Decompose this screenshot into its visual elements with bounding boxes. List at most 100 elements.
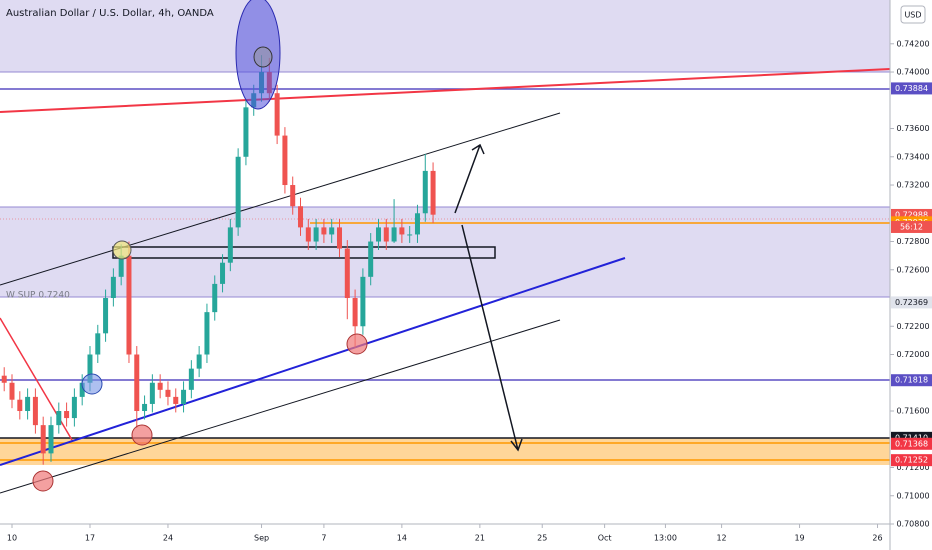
y-tick-label: 0.72800 xyxy=(896,237,929,246)
price-tag xyxy=(891,296,932,309)
candle-body xyxy=(9,382,15,400)
candle-body xyxy=(422,170,428,214)
trend-line xyxy=(0,257,626,466)
candle-body xyxy=(321,227,327,235)
trend-line xyxy=(0,68,891,113)
circle xyxy=(131,424,153,446)
currency[interactable]: USD xyxy=(904,11,921,20)
countdown-tag xyxy=(891,220,932,233)
x-tick-label: 19 xyxy=(794,534,804,543)
y-tick-label: 0.73400 xyxy=(896,152,929,161)
candle-body xyxy=(305,227,311,242)
candle-body xyxy=(48,425,54,454)
price-tag xyxy=(891,454,932,467)
x-tick-label: 14 xyxy=(397,534,407,543)
circle xyxy=(346,333,368,355)
x-tick-label: Sep xyxy=(254,534,269,543)
x-tick-label: 7 xyxy=(321,534,326,543)
candle-body xyxy=(368,241,374,277)
candle-body xyxy=(375,227,381,242)
y-tick-label: 0.71000 xyxy=(896,491,929,500)
candle-body xyxy=(188,368,194,390)
x-tick-label: Oct xyxy=(598,534,612,543)
candle-body xyxy=(337,227,343,249)
x-tick-label: 25 xyxy=(537,534,547,543)
x-tick-label: 12 xyxy=(716,534,726,543)
y-tick-label: 0.71600 xyxy=(896,407,929,416)
y-tick-label: 0.73200 xyxy=(896,181,929,190)
candles xyxy=(1,55,436,465)
candle-body xyxy=(134,354,140,412)
candle-body xyxy=(383,227,389,242)
arrow xyxy=(461,224,523,452)
markers xyxy=(32,0,368,492)
candle-body xyxy=(391,227,397,242)
price-tag xyxy=(891,82,932,95)
candle-body xyxy=(40,425,46,454)
y-tick-label: 0.74000 xyxy=(896,68,929,77)
support-zone xyxy=(0,207,890,297)
annotation: W SUP 0.7240 xyxy=(6,291,70,301)
x-tick-label: 10 xyxy=(7,534,17,543)
circle xyxy=(112,240,132,260)
candle-body xyxy=(344,248,350,299)
price-tag xyxy=(891,437,932,450)
candle-body xyxy=(407,234,413,236)
candle-body xyxy=(1,375,7,383)
price-tag-label: 0.73884 xyxy=(895,84,928,93)
candle-body xyxy=(243,107,249,157)
y-tick-label: 0.72600 xyxy=(896,265,929,274)
candle-body xyxy=(149,382,155,404)
candle-body xyxy=(25,396,31,412)
candle-body xyxy=(87,354,93,383)
candle-body xyxy=(110,276,116,299)
channel-line xyxy=(0,112,561,286)
y-tick-label: 0.70800 xyxy=(896,520,929,529)
y-tick-label: 0.74200 xyxy=(896,39,929,48)
arrow xyxy=(454,143,485,214)
candle-body xyxy=(290,185,296,207)
x-tick-label: 24 xyxy=(163,534,173,543)
candle-body xyxy=(17,399,23,412)
candle-body xyxy=(181,389,187,404)
candle-body xyxy=(298,206,304,228)
currency-button[interactable] xyxy=(900,5,926,24)
candle-body xyxy=(274,93,280,136)
candle-body xyxy=(430,170,436,215)
x-tick-label: 21 xyxy=(475,534,485,543)
x-tick-label: 13:00 xyxy=(654,534,677,543)
y-tick-label: 0.72000 xyxy=(896,350,929,359)
candle-body xyxy=(126,255,132,355)
candle-body xyxy=(235,156,241,228)
candle-body xyxy=(173,396,179,404)
ellipse xyxy=(253,46,273,68)
candle-body xyxy=(196,354,202,369)
candle-body xyxy=(220,262,226,284)
countdown: 56:12 xyxy=(900,222,923,231)
candle-body xyxy=(360,276,366,327)
x-tick-label: 26 xyxy=(872,534,882,543)
candle-body xyxy=(352,298,358,327)
candle-body xyxy=(414,213,420,235)
circle xyxy=(32,470,54,492)
candle-body xyxy=(64,411,70,419)
candle-body xyxy=(204,312,210,355)
time-axis xyxy=(0,524,890,550)
candle-body xyxy=(212,283,218,313)
price-tag-label: 0.71818 xyxy=(895,376,928,385)
circle xyxy=(81,373,103,395)
y-tick-label: 0.71200 xyxy=(896,463,929,472)
candle-body xyxy=(282,135,288,186)
candle-body xyxy=(227,227,233,263)
candle-body xyxy=(103,298,109,334)
candle-body xyxy=(165,389,171,397)
candle-body xyxy=(329,227,335,235)
candle-body xyxy=(56,411,62,426)
candle-body xyxy=(32,396,38,426)
candle-body xyxy=(157,382,163,390)
y-tick-label: 0.72200 xyxy=(896,322,929,331)
candle-body xyxy=(95,333,101,355)
price-tag-label: 0.71368 xyxy=(895,439,928,448)
